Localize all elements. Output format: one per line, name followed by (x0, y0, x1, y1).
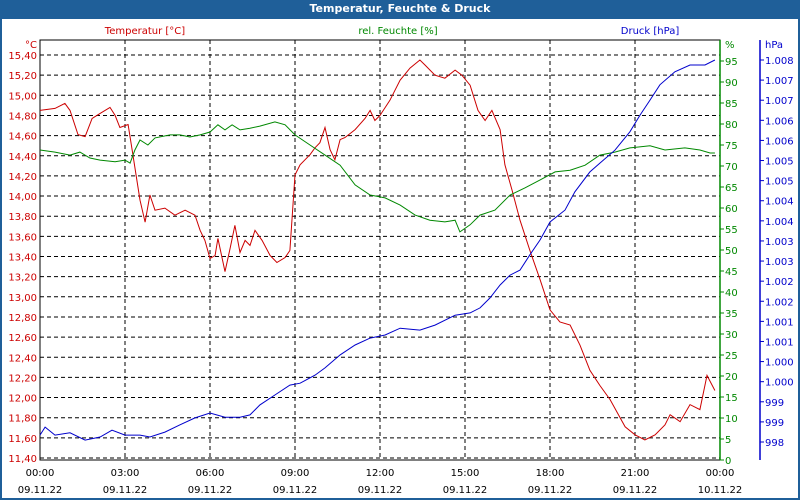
humidity-tick-label: 65 (725, 183, 738, 194)
temperature-tick-label: 13,40 (8, 253, 37, 264)
humidity-tick-label: 85 (725, 99, 738, 110)
temperature-tick-label: 14,20 (8, 172, 37, 183)
pressure-tick-label: 1.003 (765, 237, 794, 248)
humidity-tick-label: 45 (725, 267, 738, 278)
humidity-tick-label: 95 (725, 57, 738, 68)
pressure-tick-label: 1.001 (765, 337, 794, 348)
humidity-tick-label: 50 (725, 246, 738, 257)
temperature-tick-label: 15,20 (8, 71, 37, 82)
pressure-tick-label: 1.002 (765, 297, 794, 308)
humidity-tick-label: 55 (725, 225, 738, 236)
humidity-tick-label: 25 (725, 351, 738, 362)
temperature-tick-label: 13,80 (8, 212, 37, 223)
temperature-tick-label: 15,40 (8, 51, 37, 62)
x-tick-time: 00:00 (706, 468, 735, 479)
humidity-tick-label: 35 (725, 309, 738, 320)
humidity-tick-label: 60 (725, 204, 738, 215)
pressure-tick-label: 1.006 (765, 136, 794, 147)
temperature-tick-label: 12,40 (8, 353, 37, 364)
temperature-tick-label: 13,20 (8, 273, 37, 284)
x-tick-time: 18:00 (536, 468, 565, 479)
x-tick-time: 15:00 (451, 468, 480, 479)
temperature-unit-label: °C (25, 40, 37, 51)
x-tick-time: 09:00 (281, 468, 310, 479)
temperature-tick-label: 14,80 (8, 111, 37, 122)
pressure-tick-label: 1.007 (765, 96, 794, 107)
temperature-tick-label: 12,80 (8, 313, 37, 324)
pressure-tick-label: 1.001 (765, 317, 794, 328)
x-tick-time: 12:00 (366, 468, 395, 479)
humidity-tick-label: 15 (725, 393, 738, 404)
x-tick-date: 09.11.22 (358, 485, 403, 496)
humidity-tick-label: 70 (725, 162, 738, 173)
humidity-tick-label: 80 (725, 120, 738, 131)
pressure-tick-label: 1.005 (765, 177, 794, 188)
pressure-tick-label: 998 (765, 438, 784, 449)
x-tick-date: 09.11.22 (188, 485, 233, 496)
pressure-tick-label: 1.006 (765, 116, 794, 127)
pressure-tick-label: 1.003 (765, 257, 794, 268)
pressure-tick-label: 999 (765, 398, 784, 409)
pressure-tick-label: 1.007 (765, 76, 794, 87)
humidity-series-line (39, 121, 715, 233)
humidity-tick-label: 10 (725, 414, 738, 425)
pressure-tick-label: 1.004 (765, 197, 794, 208)
pressure-tick-label: 1.000 (765, 358, 794, 369)
pressure-tick-label: 1.002 (765, 277, 794, 288)
humidity-tick-label: 90 (725, 78, 738, 89)
temperature-tick-label: 14,40 (8, 152, 37, 163)
x-tick-time: 03:00 (111, 468, 140, 479)
pressure-tick-label: 1.004 (765, 217, 794, 228)
temperature-tick-label: 13,60 (8, 232, 37, 243)
x-tick-date: 09.11.22 (528, 485, 573, 496)
window-title: Temperatur, Feuchte & Druck (0, 0, 800, 19)
humidity-tick-label: 40 (725, 288, 738, 299)
x-tick-date: 09.11.22 (273, 485, 318, 496)
temperature-tick-label: 11,80 (8, 414, 37, 425)
pressure-unit-label: hPa (765, 40, 783, 51)
pressure-tick-label: 1.005 (765, 157, 794, 168)
temperature-series-line (39, 59, 716, 441)
humidity-tick-label: 20 (725, 372, 738, 383)
humidity-tick-label: 0 (725, 456, 731, 467)
humidity-tick-label: 30 (725, 330, 738, 341)
x-tick-time: 21:00 (621, 468, 650, 479)
legend-temperature: Temperatur [°C] (104, 26, 185, 37)
temperature-tick-label: 14,60 (8, 132, 37, 143)
temperature-tick-label: 12,00 (8, 394, 37, 405)
humidity-tick-label: 5 (725, 435, 731, 446)
legend-pressure: Druck [hPa] (621, 26, 680, 37)
pressure-series-line (39, 59, 716, 441)
x-tick-date: 09.11.22 (613, 485, 658, 496)
pressure-tick-label: 1.000 (765, 378, 794, 389)
temperature-tick-label: 11,40 (8, 454, 37, 465)
pressure-tick-label: 999 (765, 418, 784, 429)
x-tick-date: 09.11.22 (103, 485, 148, 496)
pressure-tick-label: 1.008 (765, 56, 794, 67)
temperature-tick-label: 12,60 (8, 333, 37, 344)
x-tick-date: 09.11.22 (443, 485, 488, 496)
legend-humidity: rel. Feuchte [%] (358, 26, 437, 37)
x-tick-time: 06:00 (196, 468, 225, 479)
x-tick-time: 00:00 (26, 468, 55, 479)
temperature-tick-label: 12,20 (8, 373, 37, 384)
temperature-tick-label: 14,00 (8, 192, 37, 203)
humidity-tick-label: 75 (725, 141, 738, 152)
humidity-unit-label: % (725, 40, 735, 51)
x-tick-date: 10.11.22 (698, 485, 743, 496)
temperature-tick-label: 15,00 (8, 91, 37, 102)
temperature-tick-label: 13,00 (8, 293, 37, 304)
temperature-tick-label: 11,60 (8, 434, 37, 445)
x-tick-date: 09.11.22 (18, 485, 63, 496)
